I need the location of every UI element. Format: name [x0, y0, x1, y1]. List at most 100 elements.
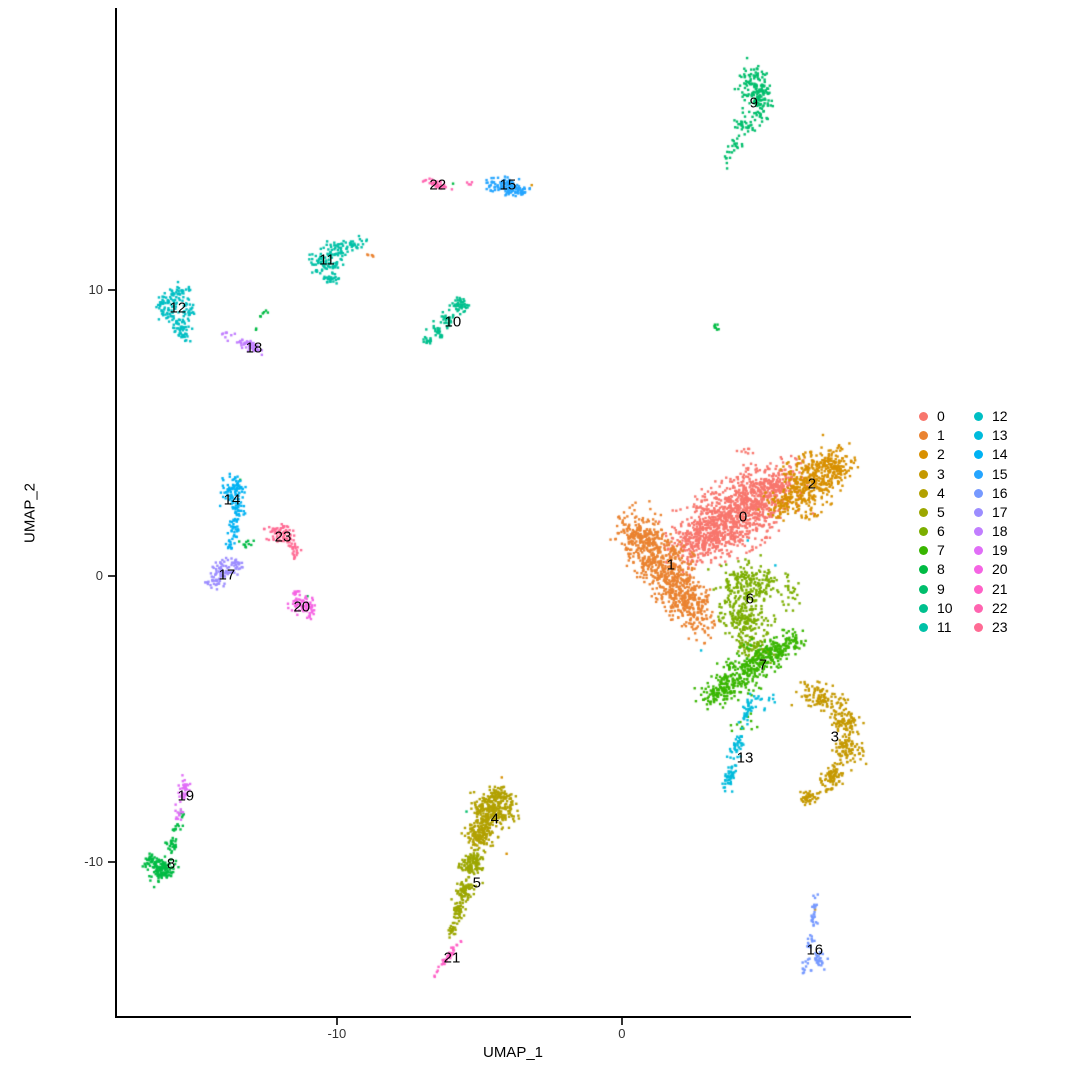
legend-item-3: 3 — [919, 465, 945, 484]
cluster-label-2: 2 — [807, 475, 817, 493]
legend-item-label: 17 — [992, 503, 1008, 520]
x-axis-title: UMAP_1 — [482, 1044, 544, 1061]
legend-swatch-icon — [919, 412, 928, 421]
y-axis-title: UMAP_2 — [21, 482, 39, 544]
legend-item-6: 6 — [919, 522, 945, 541]
cluster-label-15: 15 — [499, 176, 517, 194]
x-axis-line — [115, 1016, 911, 1018]
legend-item-label: 3 — [937, 465, 945, 482]
y-tick-label: 0 — [95, 567, 103, 583]
legend-item-label: 14 — [992, 446, 1008, 463]
legend-item-14: 14 — [974, 445, 1008, 464]
legend-swatch-icon — [919, 546, 928, 556]
legend-swatch-icon — [974, 488, 983, 498]
cluster-label-18: 18 — [245, 339, 263, 357]
legend-item-17: 17 — [974, 503, 1008, 522]
legend-swatch-icon — [974, 565, 983, 575]
cluster-label-3: 3 — [830, 728, 839, 746]
legend-item-label: 12 — [992, 408, 1008, 424]
legend-item-10: 10 — [919, 599, 953, 618]
legend-item-21: 21 — [974, 580, 1008, 599]
legend-swatch-icon — [919, 527, 928, 537]
cluster-label-20: 20 — [293, 598, 311, 616]
y-tick-label: -10 — [84, 853, 103, 869]
legend-swatch-icon — [919, 488, 928, 498]
legend-item-20: 20 — [974, 560, 1008, 579]
cluster-label-0: 0 — [738, 508, 748, 526]
legend-item-label: 15 — [992, 465, 1008, 482]
legend-item-label: 0 — [937, 408, 945, 424]
cluster-label-21: 21 — [443, 949, 461, 967]
y-axis-line — [115, 8, 117, 1018]
y-axis-tick-mark — [108, 860, 115, 863]
x-tick-label: 0 — [618, 1026, 626, 1041]
legend-swatch-icon — [974, 584, 983, 594]
x-axis-tick-mark — [620, 1018, 623, 1025]
legend-swatch-icon — [919, 584, 928, 594]
cluster-label-6: 6 — [745, 590, 754, 608]
cluster-label-9: 9 — [749, 94, 758, 112]
legend-swatch-icon — [974, 527, 983, 537]
y-axis-tick-mark — [108, 574, 115, 577]
legend-item-label: 1 — [937, 427, 945, 444]
legend-swatch-icon — [974, 603, 983, 613]
legend-item-label: 13 — [992, 427, 1008, 444]
legend-item-label: 20 — [992, 561, 1008, 578]
x-tick-label: -10 — [327, 1026, 347, 1041]
legend-item-9: 9 — [919, 580, 945, 599]
cluster-label-16: 16 — [806, 941, 824, 959]
legend-item-15: 15 — [974, 465, 1008, 484]
legend-item-label: 5 — [937, 503, 945, 520]
legend-swatch-icon — [974, 507, 983, 517]
legend-item-label: 2 — [937, 446, 945, 463]
cluster-label-1: 1 — [666, 556, 676, 574]
legend-swatch-icon — [974, 622, 983, 632]
cluster-label-10: 10 — [444, 313, 462, 331]
legend-item-11: 11 — [919, 618, 952, 637]
legend-item-12: 12 — [974, 407, 1008, 426]
legend-item-18: 18 — [974, 522, 1008, 541]
legend-item-1: 1 — [919, 426, 945, 445]
legend-swatch-icon — [974, 412, 983, 421]
y-axis-tick-mark — [108, 288, 115, 291]
legend-item-0: 0 — [919, 407, 945, 426]
legend-item-label: 23 — [992, 618, 1008, 635]
legend-item-label: 7 — [937, 542, 945, 559]
cluster-label-14: 14 — [223, 491, 241, 509]
legend-item-label: 16 — [992, 484, 1008, 501]
legend-item-13: 13 — [974, 426, 1008, 445]
legend-swatch-icon — [974, 431, 983, 441]
legend-item-label: 11 — [937, 618, 952, 635]
legend-swatch-icon — [919, 450, 928, 460]
legend-swatch-icon — [919, 565, 928, 575]
legend-item-7: 7 — [919, 541, 945, 560]
legend-item-label: 9 — [937, 580, 945, 597]
legend-item-8: 8 — [919, 560, 945, 579]
cluster-label-19: 19 — [177, 787, 195, 805]
legend-swatch-icon — [919, 622, 928, 632]
cluster-label-11: 11 — [319, 251, 335, 269]
legend-item-label: 10 — [937, 599, 953, 616]
legend-item-label: 4 — [937, 484, 945, 501]
legend-swatch-icon — [919, 469, 928, 479]
legend-swatch-icon — [919, 603, 928, 613]
y-tick-label: 10 — [88, 281, 103, 297]
cluster-label-17: 17 — [218, 566, 236, 584]
cluster-label-7: 7 — [758, 656, 768, 674]
legend-swatch-icon — [919, 507, 928, 517]
x-axis-tick-mark — [335, 1018, 338, 1025]
legend-item-16: 16 — [974, 484, 1008, 503]
cluster-label-22: 22 — [429, 176, 447, 194]
legend-item-label: 8 — [937, 561, 945, 578]
cluster-label-8: 8 — [166, 855, 176, 873]
legend-swatch-icon — [974, 546, 983, 556]
legend-item-23: 23 — [974, 618, 1008, 637]
legend-item-2: 2 — [919, 445, 945, 464]
legend-swatch-icon — [974, 450, 983, 460]
legend-item-label: 19 — [992, 542, 1008, 559]
cluster-label-23: 23 — [274, 528, 292, 546]
cluster-label-12: 12 — [169, 299, 187, 317]
legend-item-4: 4 — [919, 484, 945, 503]
